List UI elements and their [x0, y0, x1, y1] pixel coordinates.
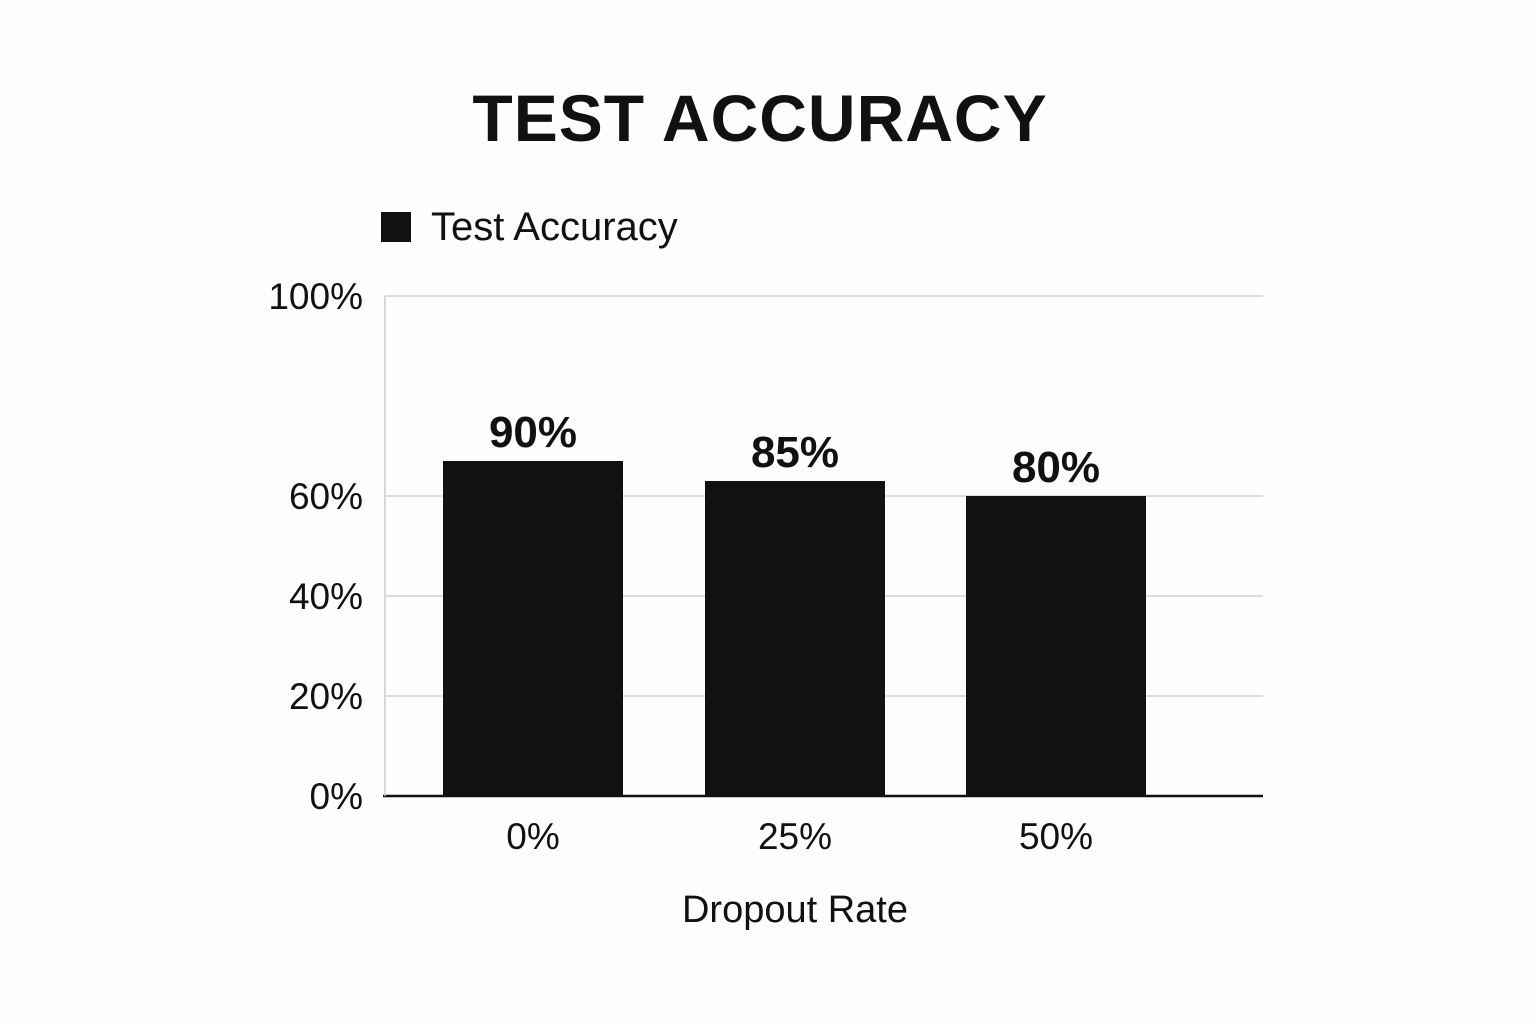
- legend-swatch: [381, 212, 411, 242]
- x-axis-title: Dropout Rate: [682, 889, 908, 931]
- legend: Test Accuracy: [381, 205, 678, 249]
- bar-value-label: 90%: [489, 408, 577, 457]
- x-tick-label: 50%: [1019, 816, 1093, 857]
- x-axis-tick-labels: 0% 25% 50%: [506, 816, 1093, 857]
- bar-value-label: 85%: [751, 428, 839, 477]
- bar: [705, 481, 885, 796]
- bar: [443, 461, 623, 796]
- y-tick-label: 40%: [289, 576, 363, 617]
- bar: [966, 496, 1146, 796]
- y-tick-label: 20%: [289, 676, 363, 717]
- chart-title: TEST ACCURACY: [472, 81, 1048, 155]
- legend-label: Test Accuracy: [431, 204, 678, 249]
- x-tick-label: 25%: [758, 816, 832, 857]
- y-tick-label: 0%: [310, 776, 363, 817]
- bar-value-label: 80%: [1012, 443, 1100, 492]
- y-tick-label: 100%: [268, 276, 363, 317]
- x-tick-label: 0%: [506, 816, 559, 857]
- bars: [443, 461, 1146, 796]
- y-tick-label: 60%: [289, 476, 363, 517]
- y-axis-tick-labels: 0% 20% 40% 60% 100%: [268, 276, 363, 817]
- data-labels: 90% 85% 80%: [489, 408, 1100, 492]
